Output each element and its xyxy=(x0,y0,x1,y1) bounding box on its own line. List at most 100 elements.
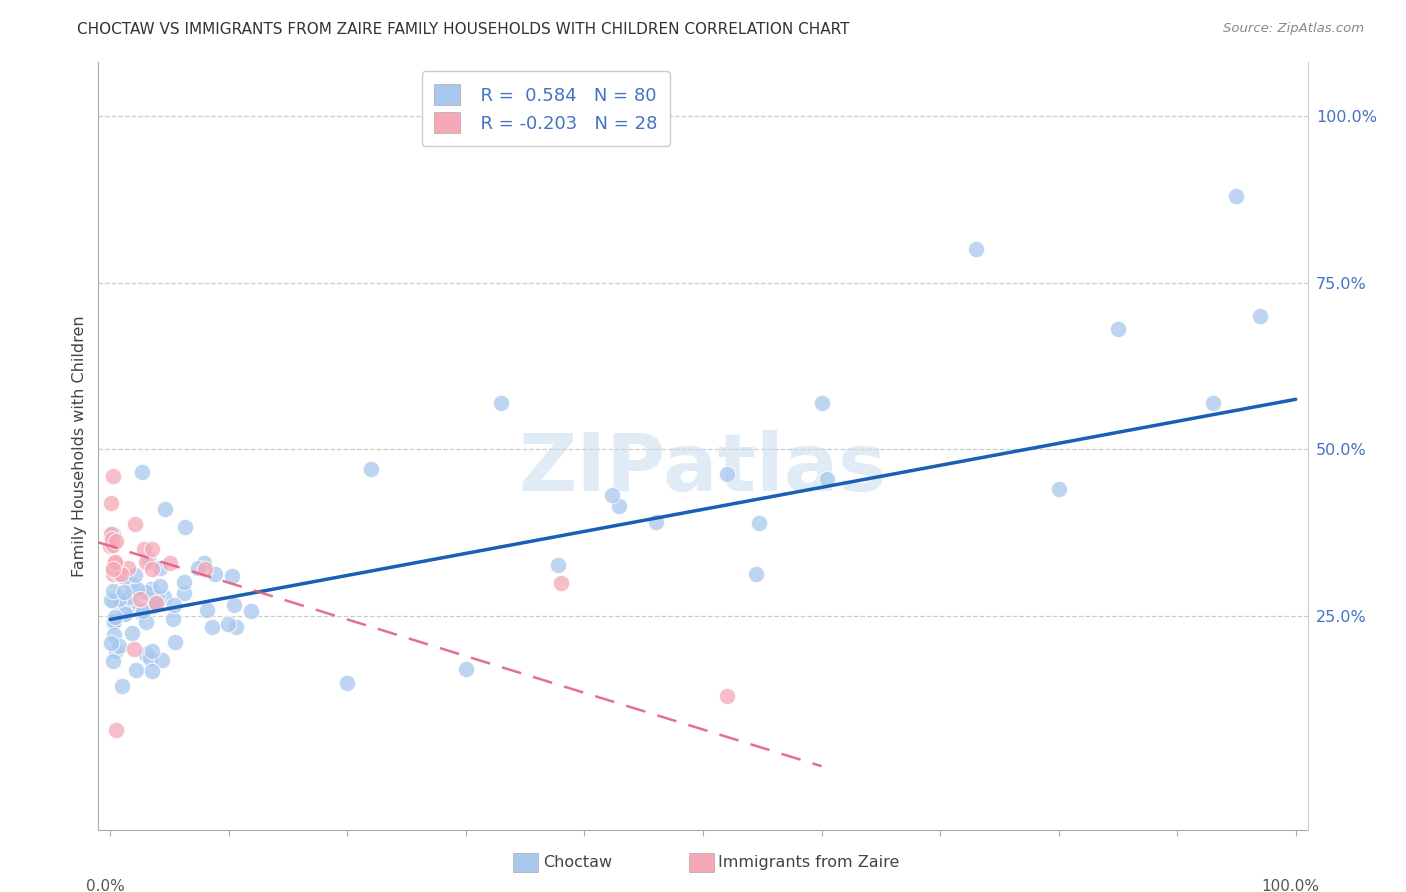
Point xyxy=(146,590,169,604)
Point xyxy=(104,556,127,570)
Point xyxy=(162,612,184,626)
Point xyxy=(155,502,177,516)
Point xyxy=(131,465,153,479)
Point xyxy=(118,590,141,604)
Point xyxy=(108,591,131,606)
Point xyxy=(121,578,143,592)
Point xyxy=(101,533,124,547)
Point xyxy=(124,517,146,532)
Point xyxy=(129,591,152,606)
Point xyxy=(149,561,172,575)
Point xyxy=(221,569,243,583)
Point xyxy=(145,596,167,610)
Point xyxy=(103,561,125,575)
Point xyxy=(204,566,226,581)
Point xyxy=(104,533,127,548)
Text: ZIPatlas: ZIPatlas xyxy=(519,430,887,508)
Point xyxy=(153,590,176,604)
Point xyxy=(195,602,218,616)
Point xyxy=(124,568,146,582)
Point xyxy=(145,595,167,609)
Point xyxy=(194,562,217,576)
Point xyxy=(101,538,124,552)
Point xyxy=(965,242,987,256)
Text: CHOCTAW VS IMMIGRANTS FROM ZAIRE FAMILY HOUSEHOLDS WITH CHILDREN CORRELATION CHA: CHOCTAW VS IMMIGRANTS FROM ZAIRE FAMILY … xyxy=(77,22,849,37)
Point xyxy=(142,599,165,613)
Point xyxy=(187,561,209,575)
Point xyxy=(103,527,125,541)
Point xyxy=(1202,395,1225,409)
Point xyxy=(135,615,157,630)
Point xyxy=(1225,189,1247,203)
Text: Choctaw: Choctaw xyxy=(543,855,612,870)
Point xyxy=(122,642,145,657)
Point xyxy=(112,585,135,599)
Point xyxy=(139,582,162,596)
Point xyxy=(550,575,572,590)
Point xyxy=(810,395,832,409)
Point xyxy=(108,639,131,653)
Point xyxy=(103,594,125,608)
Point xyxy=(1047,483,1070,497)
Point xyxy=(111,679,134,693)
Point xyxy=(141,644,163,658)
Point xyxy=(101,584,124,599)
Point xyxy=(107,593,129,607)
Point xyxy=(645,516,668,530)
Point xyxy=(103,610,125,624)
Point xyxy=(222,598,245,612)
Point xyxy=(748,516,770,531)
Point xyxy=(107,566,129,581)
Point xyxy=(103,628,125,642)
Point xyxy=(135,647,157,661)
Point xyxy=(100,593,122,607)
Point xyxy=(136,552,159,566)
Point xyxy=(114,607,136,621)
Point xyxy=(1249,309,1271,323)
Point xyxy=(141,542,163,557)
Point xyxy=(1107,322,1129,336)
Point xyxy=(159,556,181,570)
Point xyxy=(454,663,477,677)
Point xyxy=(100,636,122,650)
Point xyxy=(174,520,197,534)
Point xyxy=(101,615,124,629)
Point xyxy=(112,570,135,584)
Text: 0.0%: 0.0% xyxy=(86,880,125,892)
Point xyxy=(101,654,124,668)
Point xyxy=(815,473,838,487)
Point xyxy=(173,575,195,590)
Point xyxy=(139,650,162,665)
Point xyxy=(105,723,128,737)
Point xyxy=(132,604,155,618)
Point xyxy=(141,664,163,678)
Point xyxy=(193,557,215,571)
Point xyxy=(103,566,125,581)
Point xyxy=(117,561,139,575)
Point xyxy=(716,689,738,703)
Point xyxy=(110,567,132,582)
Point xyxy=(239,604,262,618)
Point xyxy=(225,620,247,634)
Point xyxy=(121,598,143,612)
Point xyxy=(100,496,122,510)
Point xyxy=(101,469,124,483)
Point xyxy=(101,560,124,574)
Text: 100.0%: 100.0% xyxy=(1261,880,1320,892)
Point xyxy=(141,562,163,576)
Text: Source: ZipAtlas.com: Source: ZipAtlas.com xyxy=(1223,22,1364,36)
Point xyxy=(745,566,768,581)
Point xyxy=(132,542,155,557)
Point xyxy=(716,467,738,481)
Point xyxy=(150,653,173,667)
Point xyxy=(217,617,239,632)
Point xyxy=(201,620,224,634)
Point xyxy=(547,558,569,573)
Legend:   R =  0.584   N = 80,   R = -0.203   N = 28: R = 0.584 N = 80, R = -0.203 N = 28 xyxy=(422,71,669,145)
Point xyxy=(100,526,122,541)
Point xyxy=(105,644,128,658)
Point xyxy=(127,582,149,597)
Point xyxy=(609,500,631,514)
Point xyxy=(163,635,186,649)
Point xyxy=(163,598,186,612)
